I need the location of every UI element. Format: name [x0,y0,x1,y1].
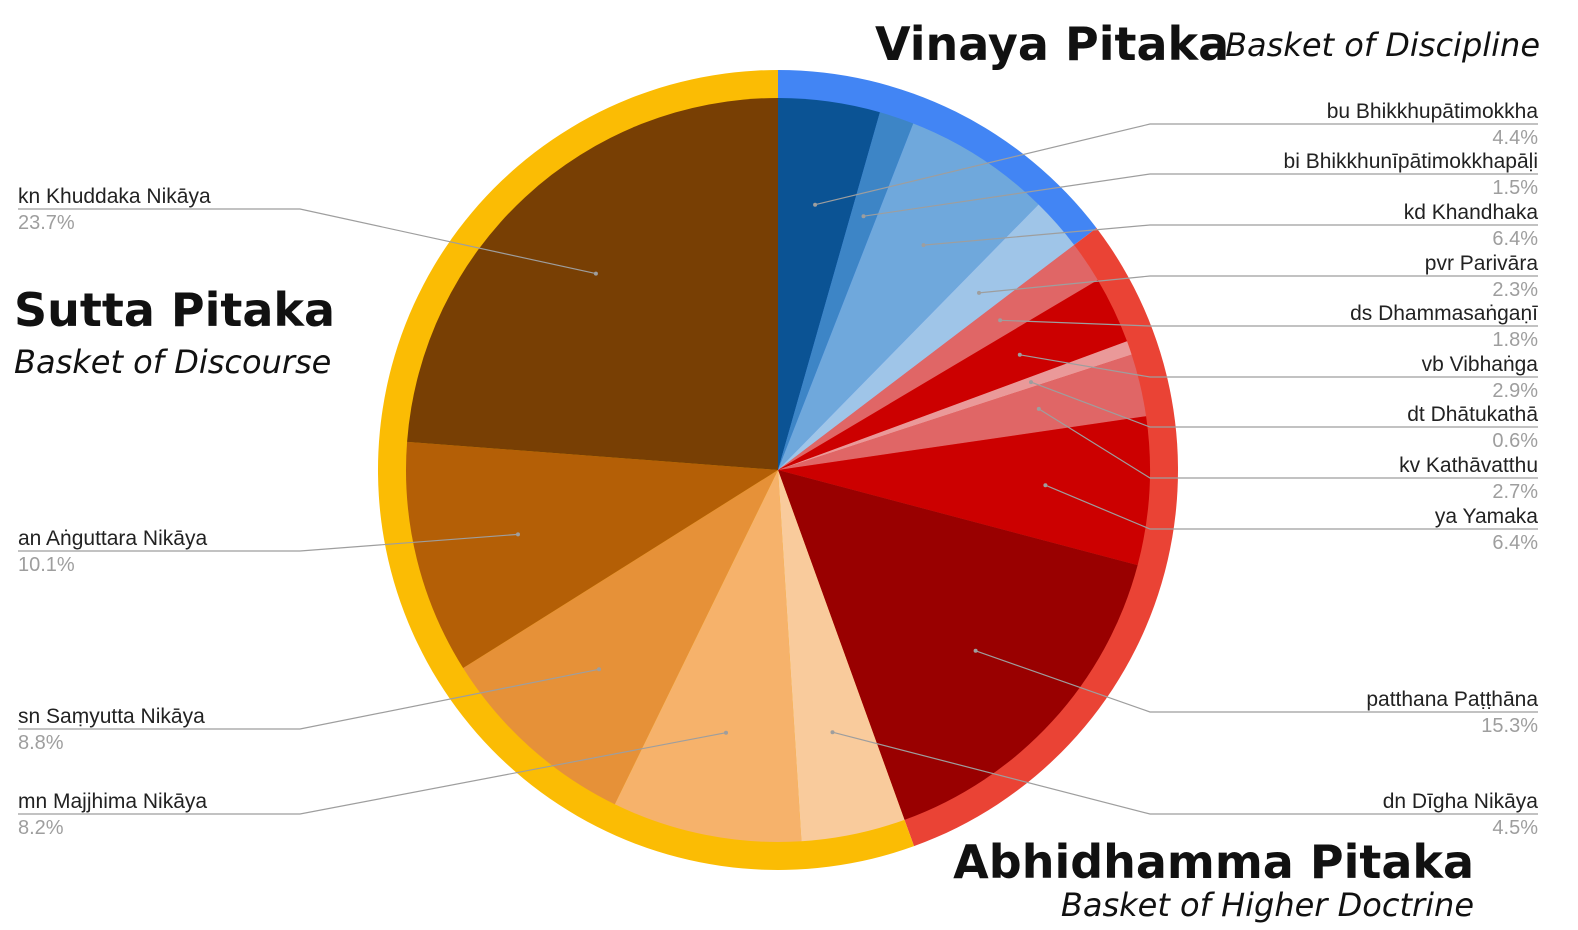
pie-slice [778,470,905,842]
leader-dot [977,290,981,295]
slice-percent: 2.7% [1492,481,1538,503]
leader-line [975,650,1538,713]
leader-line [1019,354,1538,378]
slice-label: bi Bhikkhunīpātimokkhapāḷi [1284,150,1538,173]
leader-dot [597,667,601,672]
slice-label: ya Yamaka [1435,505,1538,528]
slice-label: an Aṅguttara Nikāya [18,527,207,550]
pie-slice [407,98,778,470]
leader-line [832,731,1538,815]
leader-line [18,208,597,275]
leader-dot [973,648,978,653]
leader-line [923,224,1538,246]
leader-line [863,173,1538,217]
pie-slice [778,112,914,471]
leader-line [978,275,1538,294]
pie-slice [778,98,880,470]
slice-percent: 15.3% [1481,715,1538,737]
slice-label: pvr Parivāra [1425,252,1539,275]
slice-labels: bu Bhikkhupātimokkha 4.4%bi Bhikkhunīpāti… [18,100,1538,839]
leader-dot [830,730,835,735]
pie-slice [778,354,1147,470]
group-subtitle-sutta: Basket of Discourse [14,343,331,381]
pie-slices [406,98,1151,842]
leader-lines [18,123,1538,815]
slice-label: mn Majjhima Nikāya [18,790,207,813]
leader-dot [516,532,520,537]
slice-percent: 23.7% [18,212,75,234]
pie-slice [614,470,802,842]
slice-percent: 1.8% [1492,329,1538,351]
slice-percent: 10.1% [18,554,75,576]
leader-dot [724,730,728,735]
leader-dot [1036,406,1041,411]
slice-percent: 4.5% [1492,817,1538,839]
leader-line [18,668,600,730]
leader-dot [861,214,866,219]
leader-line [1030,381,1538,428]
slice-label: dn Dīgha Nikāya [1383,790,1539,813]
slice-label: ds Dhammasaṅgaṇī [1350,302,1538,325]
pie-slice [778,123,1039,470]
leader-line [18,732,727,815]
group-subtitle-abhidhamma: Basket of Higher Doctrine [1061,886,1474,924]
slice-percent: 6.4% [1492,228,1538,250]
group-title-vinaya: Vinaya Pitaka [875,17,1229,71]
slice-percent: 2.9% [1492,380,1538,402]
slice-percent: 0.6% [1492,430,1538,452]
leader-dot [998,318,1003,323]
slice-percent: 8.8% [18,732,64,754]
pie-slice [778,341,1132,470]
slice-label: patthana Paṭṭhāna [1366,688,1538,711]
pie-slice [778,244,1098,470]
leader-line [18,533,519,552]
slice-label: sn Saṃyutta Nikāya [18,705,205,728]
pie-slice [463,470,778,805]
slice-label: kv Kathāvatthu [1399,454,1538,477]
group-subtitle-vinaya: Basket of Discipline [1225,26,1540,64]
slice-label: kd Khandhaka [1404,201,1539,224]
slice-percent: 1.5% [1492,177,1538,199]
leader-line [1000,319,1538,327]
group-title-abhidhamma: Abhidhamma Pitaka [953,835,1474,889]
pie-slice [406,441,778,669]
slice-percent: 8.2% [18,817,64,839]
slice-label: dt Dhātukathā [1407,403,1538,426]
slice-label: kn Khuddaka Nikāya [18,185,211,208]
group-title-sutta: Sutta Pitaka [14,283,335,337]
slice-percent: 4.4% [1492,127,1538,149]
leader-line [1038,408,1538,479]
slice-label: vb Vibhaṅga [1422,353,1539,376]
slice-percent: 2.3% [1492,279,1538,301]
leader-dot [813,202,818,207]
leader-dot [1043,483,1048,488]
leader-dot [1029,380,1033,385]
leader-dot [593,271,598,276]
slice-percent: 6.4% [1492,532,1538,554]
slice-label: bu Bhikkhupātimokkha [1327,100,1539,123]
leader-dot [921,243,926,248]
leader-line [1045,484,1538,530]
leader-line [814,123,1538,206]
pie-slice [778,416,1151,566]
leader-dot [1017,352,1022,357]
pie-slice [778,279,1128,470]
pie-slice [778,204,1075,471]
pie-slice [778,470,1138,820]
